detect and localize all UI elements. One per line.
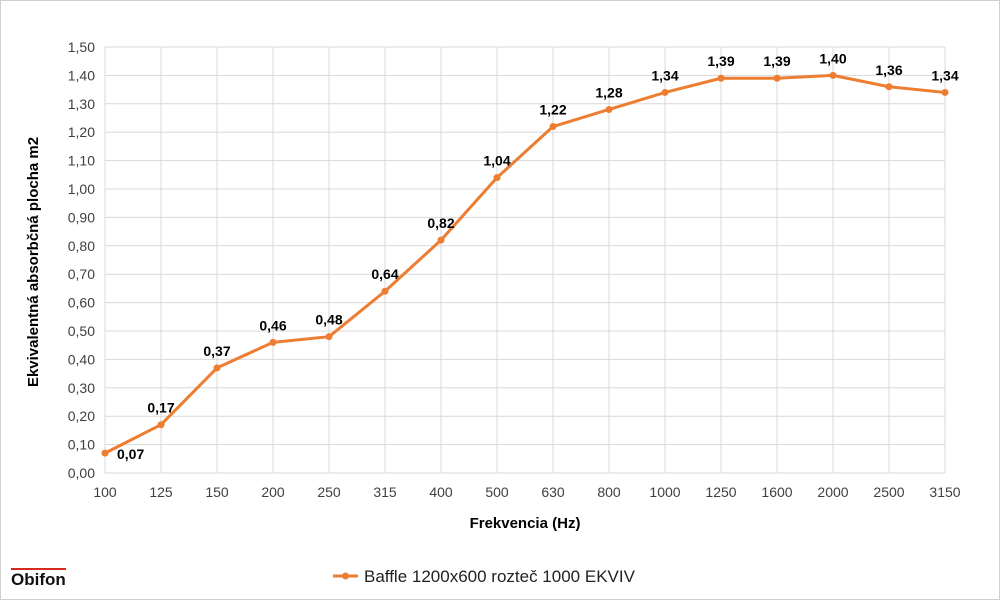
data-point [829,71,837,79]
data-label: 1,34 [931,67,958,83]
legend-dot-marker [342,572,349,580]
data-point [437,236,445,244]
x-tick-label: 1600 [761,484,792,500]
y-tick-label: 0,80 [68,238,95,254]
x-tick-label: 2000 [817,484,848,500]
data-label: 0,82 [427,215,454,231]
data-label: 0,64 [371,266,398,282]
y-tick-label: 1,40 [68,67,95,83]
data-point [213,364,221,372]
y-tick-label: 0,70 [68,266,95,282]
y-tick-label: 0,60 [68,295,95,311]
data-point [773,74,781,82]
legend-series-label: Baffle 1200x600 rozteč 1000 EKVIV [364,567,636,586]
y-tick-label: 0,40 [68,351,95,367]
x-tick-label: 150 [205,484,229,500]
data-point [381,287,389,295]
data-point [101,449,109,457]
x-tick-label: 100 [93,484,117,500]
data-point [493,174,501,182]
data-label: 1,34 [651,67,678,83]
series-line [104,73,946,455]
data-point [269,338,277,346]
data-point [885,83,893,91]
y-tick-label: 1,30 [68,96,95,112]
data-point [941,88,949,96]
y-tick-label: 0,50 [68,323,95,339]
data-label: 0,48 [315,312,342,328]
y-tick-label: 0,30 [68,380,95,396]
data-label: 1,22 [539,102,566,118]
x-tick-label: 250 [317,484,341,500]
data-point [325,333,333,341]
y-tick-label: 1,10 [68,153,95,169]
x-tick-label: 125 [149,484,173,500]
data-labels: 0,07 0,17 0,37 0,46 0,48 0,64 0,82 1,04 1,22 1,28… [117,50,959,462]
data-point [661,88,669,96]
data-label: 1,40 [819,50,846,66]
data-label: 0,46 [259,317,286,333]
y-tick-label: 1,20 [68,124,95,140]
y-tick-label: 0,10 [68,437,95,453]
x-tick-label: 315 [373,484,397,500]
data-point [605,105,613,113]
obifon-logo: Obifon [11,568,66,589]
x-tick-label: 500 [485,484,509,500]
data-point [717,74,725,82]
x-tick-label: 200 [261,484,285,500]
x-tick-label: 3150 [929,484,960,500]
data-label: 0,07 [117,446,144,462]
data-label: 0,37 [203,343,230,359]
x-tick-label: 400 [429,484,453,500]
y-tick-label: 1,50 [68,39,95,55]
data-point [157,421,165,429]
y-tick-label: 0,20 [68,408,95,424]
y-axis-title: Ekvivalentná absorbčná plocha m2 [25,137,42,387]
x-tick-label: 1000 [649,484,680,500]
x-tick-label: 630 [541,484,565,500]
legend[interactable]: Baffle 1200x600 rozteč 1000 EKVIV [333,567,636,586]
data-label: 1,39 [707,53,734,69]
y-tick-label: 0,90 [68,209,95,225]
grid-lines [104,46,946,474]
y-axis-ticks: 0,00 0,10 0,20 0,30 0,40 0,50 0,60 0,70 0,80 0,90… [68,39,95,481]
x-tick-label: 1250 [705,484,736,500]
y-tick-label: 0,00 [68,465,95,481]
x-tick-label: 2500 [873,484,904,500]
series-group [101,71,949,457]
data-label: 1,39 [763,53,790,69]
data-label: 1,36 [875,62,902,78]
data-label: 1,04 [483,153,510,169]
data-label: 1,28 [595,84,622,100]
x-axis-ticks: 100 125 150 200 250 315 400 500 630 800 1000 1250 16… [93,484,960,500]
data-label: 0,17 [147,400,174,416]
data-point [549,123,557,131]
y-tick-label: 1,00 [68,181,95,197]
x-axis-title: Frekvencia (Hz) [470,515,581,532]
x-tick-label: 800 [597,484,621,500]
